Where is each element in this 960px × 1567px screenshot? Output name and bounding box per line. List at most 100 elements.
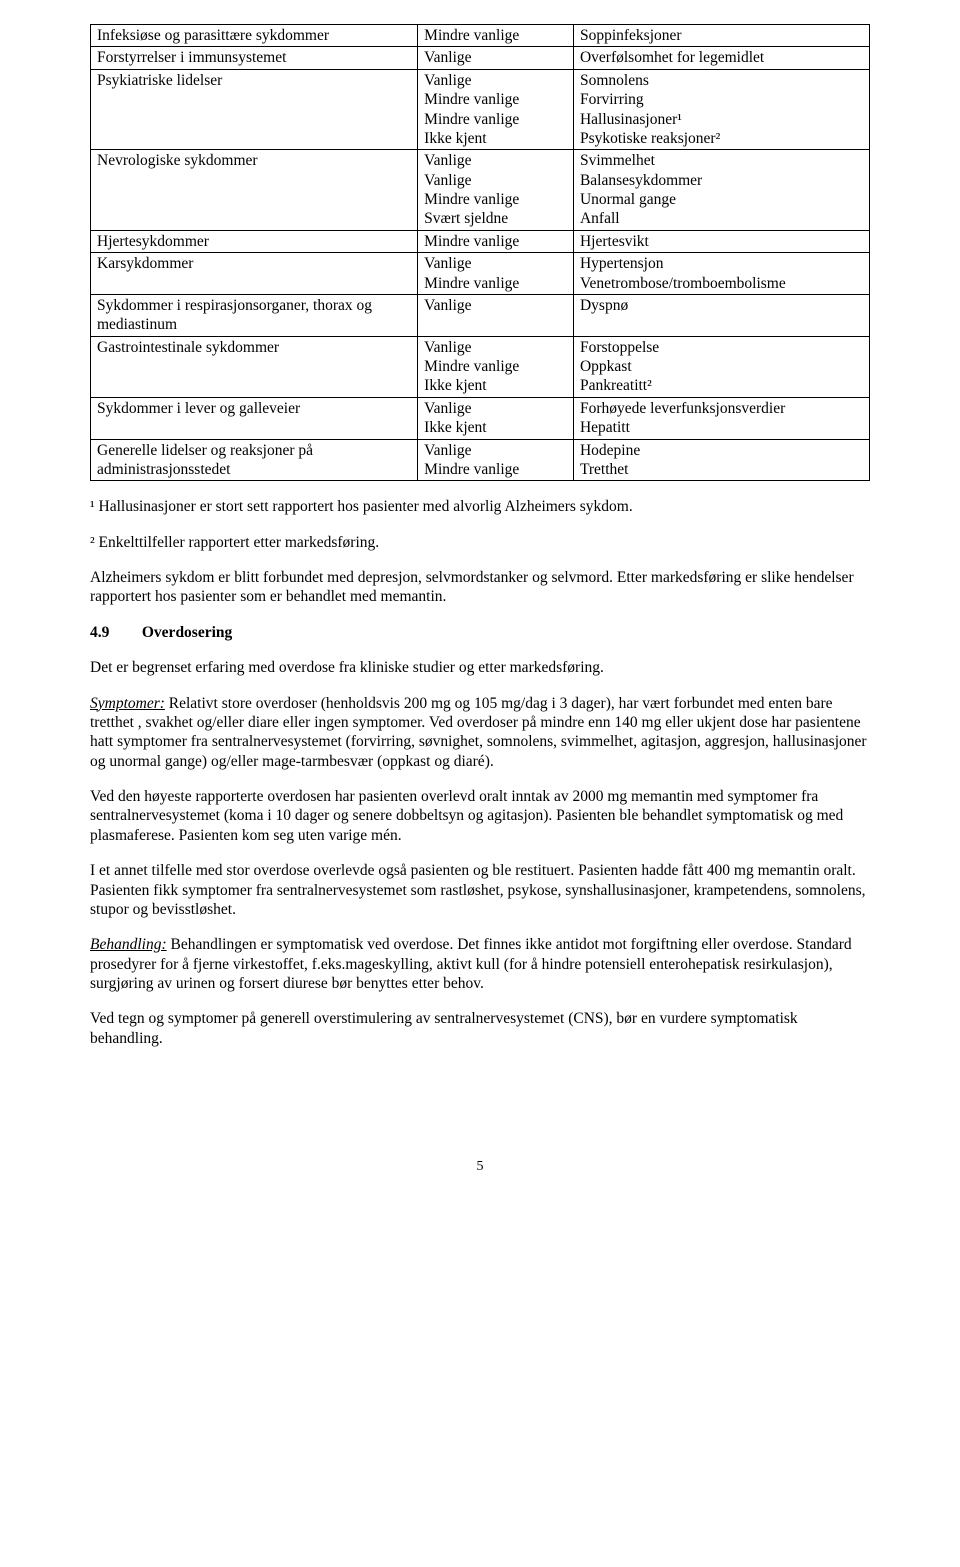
frequency-line: Mindre vanlige [424, 232, 569, 251]
cell-frequency: Vanlige [418, 294, 574, 336]
cell-frequency: VanligeVanligeMindre vanligeSvært sjeldn… [418, 150, 574, 231]
paragraph-symptoms: Symptomer: Relativt store overdoser (hen… [90, 694, 870, 772]
frequency-line: Vanlige [424, 441, 569, 460]
adverse-event-line: Hjertesvikt [580, 232, 865, 251]
adverse-event-line: Hallusinasjoner¹ [580, 110, 865, 129]
adverse-event-line: Soppinfeksjoner [580, 26, 865, 45]
frequency-line: Vanlige [424, 399, 569, 418]
frequency-line: Vanlige [424, 338, 569, 357]
cell-system-organ-class: Nevrologiske sykdommer [91, 150, 418, 231]
table-row: Nevrologiske sykdommerVanligeVanligeMind… [91, 150, 870, 231]
paragraph-cns: Ved tegn og symptomer på generell overst… [90, 1009, 870, 1048]
frequency-line: Vanlige [424, 71, 569, 90]
frequency-line: Mindre vanlige [424, 274, 569, 293]
frequency-line: Ikke kjent [424, 129, 569, 148]
cell-adverse-event: Overfølsomhet for legemidlet [573, 47, 869, 69]
footnote-1: ¹ Hallusinasjoner er stort sett rapporte… [90, 497, 870, 516]
table-row: Generelle lidelser og reaksjoner på admi… [91, 439, 870, 481]
cell-adverse-event: ForstoppelseOppkastPankreatitt² [573, 336, 869, 397]
table-row: Gastrointestinale sykdommerVanligeMindre… [91, 336, 870, 397]
table-row: Psykiatriske lidelserVanligeMindre vanli… [91, 69, 870, 150]
adverse-event-line: Balansesykdommer [580, 171, 865, 190]
frequency-line: Mindre vanlige [424, 190, 569, 209]
footnote-2-marker: ² [90, 534, 99, 551]
adverse-event-line: Hypertensjon [580, 254, 865, 273]
table-row: Infeksiøse og parasittære sykdommer Mindr… [91, 25, 870, 47]
frequency-line: Vanlige [424, 296, 569, 315]
adverse-event-line: Overfølsomhet for legemidlet [580, 48, 865, 67]
cell-frequency: VanligeMindre vanlige [418, 439, 574, 481]
cell-adverse-event: Forhøyede leverfunksjonsverdierHepatitt [573, 397, 869, 439]
frequency-line: Vanlige [424, 254, 569, 273]
cell-system-organ-class: Gastrointestinale sykdommer [91, 336, 418, 397]
adverse-event-line: Unormal gange [580, 190, 865, 209]
cell-frequency: Vanlige [418, 47, 574, 69]
adverse-events-table: Infeksiøse og parasittære sykdommer Mindr… [90, 24, 870, 481]
document-page: Infeksiøse og parasittære sykdommer Mindr… [0, 0, 960, 1216]
frequency-line: Ikke kjent [424, 376, 569, 395]
cell-frequency: Mindre vanlige [418, 230, 574, 252]
cell-system-organ-class: Sykdommer i respirasjonsorganer, thorax … [91, 294, 418, 336]
table-row: KarsykdommerVanligeMindre vanligeHyperte… [91, 253, 870, 295]
adverse-event-line: Psykotiske reaksjoner² [580, 129, 865, 148]
cell-system-organ-class: Sykdommer i lever og galleveier [91, 397, 418, 439]
cell-frequency: VanligeMindre vanlige [418, 253, 574, 295]
paragraph-other-case: I et annet tilfelle med stor overdose ov… [90, 861, 870, 919]
adverse-event-line: Venetrombose/tromboembolisme [580, 274, 865, 293]
adverse-event-line: Anfall [580, 209, 865, 228]
frequency-line: Mindre vanlige [424, 90, 569, 109]
cell-adverse-event: SvimmelhetBalansesykdommerUnormal gangeA… [573, 150, 869, 231]
table-body: Infeksiøse og parasittære sykdommer Mindr… [91, 25, 870, 481]
cell-adverse-event: Dyspnø [573, 294, 869, 336]
table-row: Sykdommer i lever og galleveier VanligeIk… [91, 397, 870, 439]
frequency-line: Mindre vanlige [424, 26, 569, 45]
paragraph-treatment: Behandling: Behandlingen er symptomatisk… [90, 935, 870, 993]
label-symptoms: Symptomer: [90, 695, 165, 712]
cell-system-organ-class: Infeksiøse og parasittære sykdommer [91, 25, 418, 47]
text-treatment: Behandlingen er symptomatisk ved overdos… [90, 936, 852, 992]
adverse-event-line: Oppkast [580, 357, 865, 376]
table-row: Forstyrrelser i immunsystemet Vanlige Over… [91, 47, 870, 69]
text-symptoms: Relativt store overdoser (henholdsvis 20… [90, 695, 867, 770]
section-title: Overdosering [142, 624, 232, 641]
table-row: Sykdommer i respirasjonsorganer, thorax … [91, 294, 870, 336]
frequency-line: Mindre vanlige [424, 110, 569, 129]
frequency-line: Ikke kjent [424, 418, 569, 437]
frequency-line: Mindre vanlige [424, 460, 569, 479]
adverse-event-line: Tretthet [580, 460, 865, 479]
cell-system-organ-class: Forstyrrelser i immunsystemet [91, 47, 418, 69]
footnote-2-text: Enkelttilfeller rapportert etter markeds… [99, 534, 380, 551]
footnote-1-marker: ¹ [90, 498, 99, 515]
adverse-event-line: Forvirring [580, 90, 865, 109]
adverse-event-line: Svimmelhet [580, 151, 865, 170]
adverse-event-line: Hodepine [580, 441, 865, 460]
frequency-line: Vanlige [424, 171, 569, 190]
cell-adverse-event: HodepineTretthet [573, 439, 869, 481]
frequency-line: Vanlige [424, 151, 569, 170]
adverse-event-line: Forstoppelse [580, 338, 865, 357]
cell-system-organ-class: Psykiatriske lidelser [91, 69, 418, 150]
footnote-2: ² Enkelttilfeller rapportert etter marke… [90, 533, 870, 552]
frequency-line: Vanlige [424, 48, 569, 67]
section-number: 4.9 [90, 623, 138, 642]
cell-adverse-event: SomnolensForvirringHallusinasjoner¹Psyko… [573, 69, 869, 150]
frequency-line: Svært sjeldne [424, 209, 569, 228]
page-number: 5 [90, 1158, 870, 1176]
adverse-event-line: Hepatitt [580, 418, 865, 437]
adverse-event-line: Forhøyede leverfunksjonsverdier [580, 399, 865, 418]
cell-system-organ-class: Hjertesykdommer [91, 230, 418, 252]
adverse-event-line: Dyspnø [580, 296, 865, 315]
cell-frequency: VanligeMindre vanligeIkke kjent [418, 336, 574, 397]
label-treatment: Behandling: [90, 936, 167, 953]
adverse-event-line: Somnolens [580, 71, 865, 90]
cell-frequency: VanligeMindre vanligeMindre vanligeIkke … [418, 69, 574, 150]
adverse-event-line: Pankreatitt² [580, 376, 865, 395]
footnote-1-text: Hallusinasjoner er stort sett rapportert… [99, 498, 633, 515]
table-row: Hjertesykdommer Mindre vanlige Hjertesvikt [91, 230, 870, 252]
cell-system-organ-class: Generelle lidelser og reaksjoner på admi… [91, 439, 418, 481]
paragraph-highest-dose: Ved den høyeste rapporterte overdosen ha… [90, 787, 870, 845]
cell-frequency: Mindre vanlige [418, 25, 574, 47]
cell-adverse-event: Hjertesvikt [573, 230, 869, 252]
cell-adverse-event: Soppinfeksjoner [573, 25, 869, 47]
cell-system-organ-class: Karsykdommer [91, 253, 418, 295]
